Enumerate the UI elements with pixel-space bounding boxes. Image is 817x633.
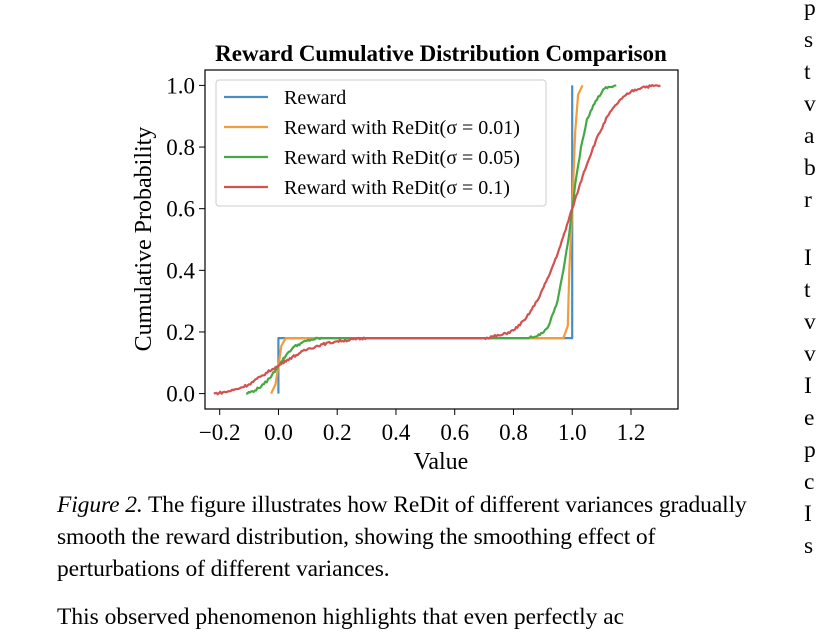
right-column-letter: c <box>804 469 815 495</box>
chart-title: Reward Cumulative Distribution Compariso… <box>215 41 667 66</box>
x-tick-label: 1.0 <box>558 420 587 445</box>
legend-label-1: Reward with ReDit(σ = 0.01) <box>284 117 520 139</box>
y-tick-label: 0.4 <box>166 258 195 283</box>
caption-text: The figure illustrates how ReDit of diff… <box>57 492 747 582</box>
right-column-letter: s <box>804 27 814 53</box>
series-layer <box>213 84 661 396</box>
legend-label-3: Reward with ReDit(σ = 0.1) <box>284 177 510 199</box>
y-tick-label: 0.0 <box>166 382 195 407</box>
right-column-letter: v <box>804 91 816 117</box>
right-column-letter: r <box>804 187 812 213</box>
x-tick-label: −0.2 <box>199 420 241 445</box>
figure-2-chart: Reward Cumulative Distribution Compariso… <box>131 41 679 475</box>
series-line-3 <box>213 84 661 396</box>
body-text-partial: This observed phenomenon highlights that… <box>57 604 625 630</box>
caption-label: Figure 2. <box>57 492 143 518</box>
y-tick-label: 0.8 <box>166 135 195 160</box>
x-tick-label: 0.6 <box>440 420 469 445</box>
right-column-letter: a <box>804 123 815 149</box>
legend: Reward Reward with ReDit(σ = 0.01) Reward … <box>215 79 547 207</box>
right-column-letter: e <box>804 405 815 431</box>
right-column-letter: t <box>804 277 811 303</box>
right-column-letter: I <box>804 245 812 271</box>
y-axis-label: Cumulative Probability <box>131 127 157 352</box>
legend-label-0: Reward <box>284 87 346 109</box>
x-axis-label: Value <box>414 449 469 475</box>
right-column-letter: I <box>804 373 812 399</box>
plot-frame <box>204 69 679 410</box>
right-column-letter: p <box>804 437 816 463</box>
right-column-letter: t <box>804 59 811 85</box>
legend-frame <box>215 79 547 207</box>
right-column-letter: b <box>804 155 816 181</box>
cdf-chart: Reward Cumulative Distribution Compariso… <box>131 41 679 475</box>
right-column-letter: v <box>804 309 816 335</box>
y-tick-label: 1.0 <box>166 73 195 98</box>
right-column-letter: v <box>804 341 816 367</box>
x-tick-label: 1.2 <box>617 420 646 445</box>
figure-caption: Figure 2. The figure illustrates how ReD… <box>57 489 765 585</box>
right-column-letter: p <box>804 0 816 21</box>
y-tick-label: 0.6 <box>166 197 195 222</box>
x-tick-label: 0.8 <box>499 420 528 445</box>
x-axis-ticks: −0.2 0.0 0.2 0.4 0.6 0.8 1.0 1.2 <box>199 409 646 445</box>
right-column-letter: I <box>804 501 812 527</box>
x-tick-label: 0.0 <box>264 420 293 445</box>
x-tick-label: 0.2 <box>323 420 352 445</box>
x-tick-label: 0.4 <box>382 420 411 445</box>
right-column-letter: s <box>804 533 814 559</box>
y-axis-ticks: 0.0 0.2 0.4 0.6 0.8 1.0 <box>166 73 205 407</box>
legend-label-2: Reward with ReDit(σ = 0.05) <box>284 147 520 169</box>
y-tick-label: 0.2 <box>166 320 195 345</box>
